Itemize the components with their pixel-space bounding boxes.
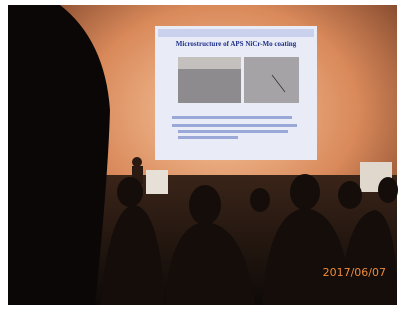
bullet-line (178, 136, 238, 139)
page: {"slide": {"title": "Microstructure of A… (0, 0, 405, 313)
bullet-line (172, 124, 297, 127)
date-stamp: 2017/06/07 (323, 266, 386, 279)
micrograph-coating (178, 57, 241, 69)
bullet-line (178, 130, 288, 133)
lectern (146, 170, 168, 194)
slide-title: Microstructure of APS NiCr-Mo coating (176, 40, 297, 48)
slide-header (158, 29, 314, 37)
bullet-line (172, 116, 292, 119)
micrograph-right (244, 57, 299, 103)
speaker (132, 157, 142, 167)
slide: Microstructure of APS NiCr-Mo coating (155, 26, 317, 160)
foreground-head (8, 5, 110, 305)
photo: Microstructure of APS NiCr-Mo coating 20… (0, 0, 405, 313)
